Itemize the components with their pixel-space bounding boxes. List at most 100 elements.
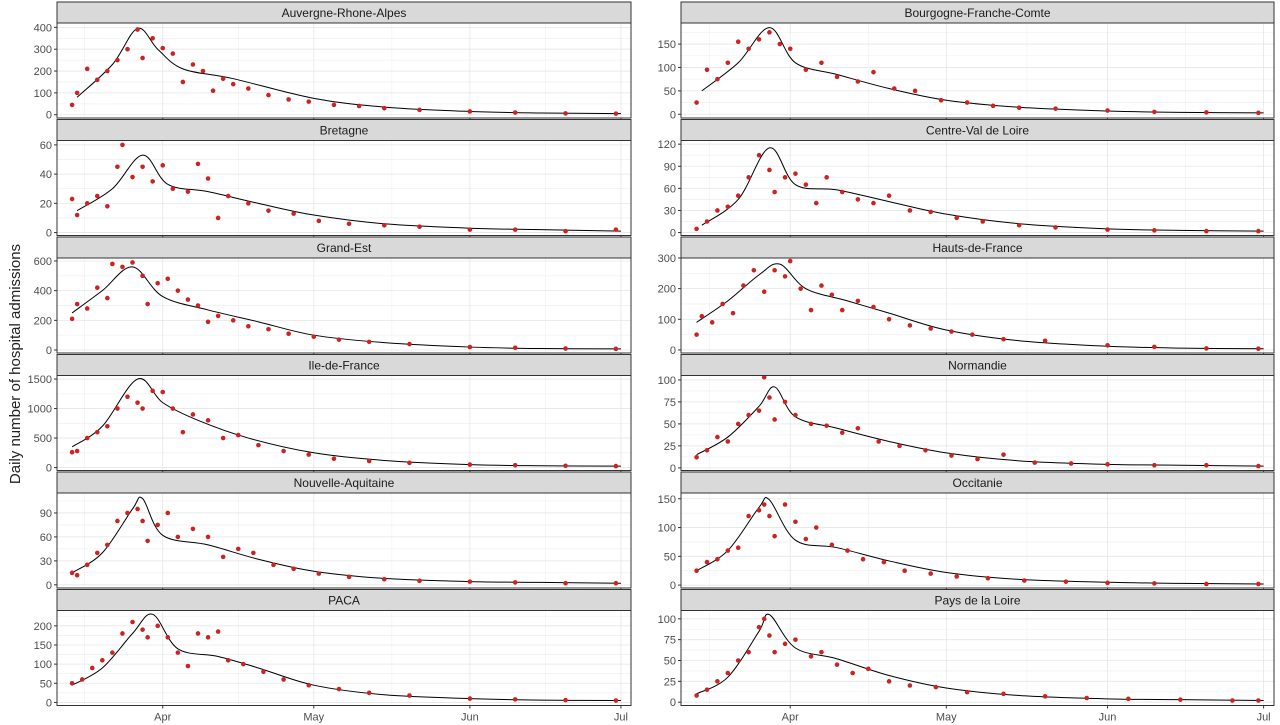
fitted-line	[71, 613, 621, 702]
y-tick-label: 0	[46, 697, 52, 709]
data-point	[69, 449, 75, 455]
data-point	[782, 641, 788, 647]
y-tick-label: 0	[670, 580, 676, 592]
data-point	[902, 568, 907, 574]
grid	[681, 493, 1274, 588]
data-point	[84, 562, 90, 568]
data-point	[467, 579, 473, 584]
panel: Nouvelle-Aquitaine 0 30 60 90	[40, 471, 632, 592]
data-point	[1204, 462, 1209, 468]
y-tick-label: 100	[658, 614, 676, 626]
data-point	[1068, 461, 1074, 466]
data-point	[1053, 225, 1058, 230]
data-point	[190, 62, 196, 67]
data-point	[1042, 338, 1048, 344]
data-point	[694, 332, 699, 337]
data-point	[84, 306, 90, 311]
data-point	[266, 208, 271, 213]
data-point	[74, 212, 80, 218]
x-tick-label: Apr	[782, 712, 799, 724]
data-point	[215, 313, 221, 319]
panel-title: Occitanie	[952, 476, 1002, 490]
data-point	[381, 222, 387, 228]
data-point	[74, 90, 80, 96]
data-point	[1042, 694, 1048, 699]
panel: Pays de la Loire 0 25 50 75 100 Apr May Jun Jul	[658, 589, 1275, 724]
data-point	[855, 298, 861, 304]
data-point	[336, 337, 342, 342]
data-point	[1256, 698, 1261, 703]
data-point	[135, 506, 140, 512]
fitted-line	[71, 378, 621, 467]
data-point	[84, 201, 90, 206]
data-point	[331, 456, 337, 461]
data-point	[876, 439, 881, 444]
data-point	[306, 682, 312, 688]
data-point	[761, 289, 767, 295]
data-point	[346, 574, 352, 580]
data-point	[200, 68, 206, 74]
data-point	[923, 447, 928, 453]
data-point	[246, 201, 251, 206]
panel: Grand-Est 0 200 400 600	[34, 236, 632, 357]
y-tick-label: 0	[670, 345, 676, 357]
data-point	[69, 680, 75, 686]
data-point	[417, 107, 422, 113]
panel: Bretagne 0 20 40 60	[40, 119, 632, 240]
data-point	[938, 97, 944, 103]
data-point	[165, 635, 171, 640]
panel-title: PACA	[328, 594, 360, 608]
data-point	[803, 536, 809, 542]
data-point	[725, 548, 731, 553]
data-point	[94, 285, 100, 290]
data-point	[1178, 697, 1183, 702]
data-point	[165, 276, 171, 282]
data-point	[704, 447, 710, 453]
data-point	[793, 519, 798, 525]
data-point	[84, 435, 90, 441]
data-point	[756, 408, 762, 413]
data-point	[205, 176, 211, 181]
grid	[57, 493, 631, 588]
data-point	[886, 193, 892, 199]
y-tick-label: 300	[34, 44, 52, 56]
data-point	[407, 341, 412, 347]
data-point	[990, 103, 996, 109]
data-point	[735, 421, 741, 427]
y-tick-label: 60	[40, 532, 52, 544]
data-point	[240, 661, 246, 667]
data-point	[715, 208, 720, 213]
data-point	[1204, 581, 1209, 587]
data-point	[1032, 460, 1038, 465]
data-point	[725, 204, 731, 210]
y-tick-label: 50	[664, 656, 676, 668]
data-point	[746, 412, 751, 418]
y-tick-label: 200	[34, 66, 52, 78]
panel: Bourgogne-Franche-Comte 0 50 100 150	[658, 1, 1275, 121]
data-point	[767, 167, 772, 173]
y-tick-label: 0	[46, 228, 52, 240]
data-point	[145, 538, 150, 544]
y-tick-label: 0	[46, 580, 52, 592]
data-point	[316, 571, 322, 576]
y-tick-label: 1500	[28, 374, 52, 386]
data-point	[782, 274, 788, 279]
data-point	[954, 215, 959, 221]
data-point	[871, 200, 876, 206]
data-point	[346, 221, 352, 227]
data-point	[704, 559, 710, 565]
data-point	[735, 39, 741, 45]
data-point	[220, 435, 226, 441]
data-point	[839, 189, 845, 195]
data-point	[1152, 109, 1157, 115]
data-point	[839, 307, 845, 313]
panel-title: Bretagne	[320, 124, 369, 138]
data-point	[860, 556, 866, 562]
data-point	[261, 669, 266, 675]
panel-title: Ile-de-France	[308, 359, 380, 373]
grid	[57, 140, 631, 236]
data-point	[855, 79, 861, 84]
data-point	[928, 209, 933, 215]
grid	[57, 23, 631, 118]
